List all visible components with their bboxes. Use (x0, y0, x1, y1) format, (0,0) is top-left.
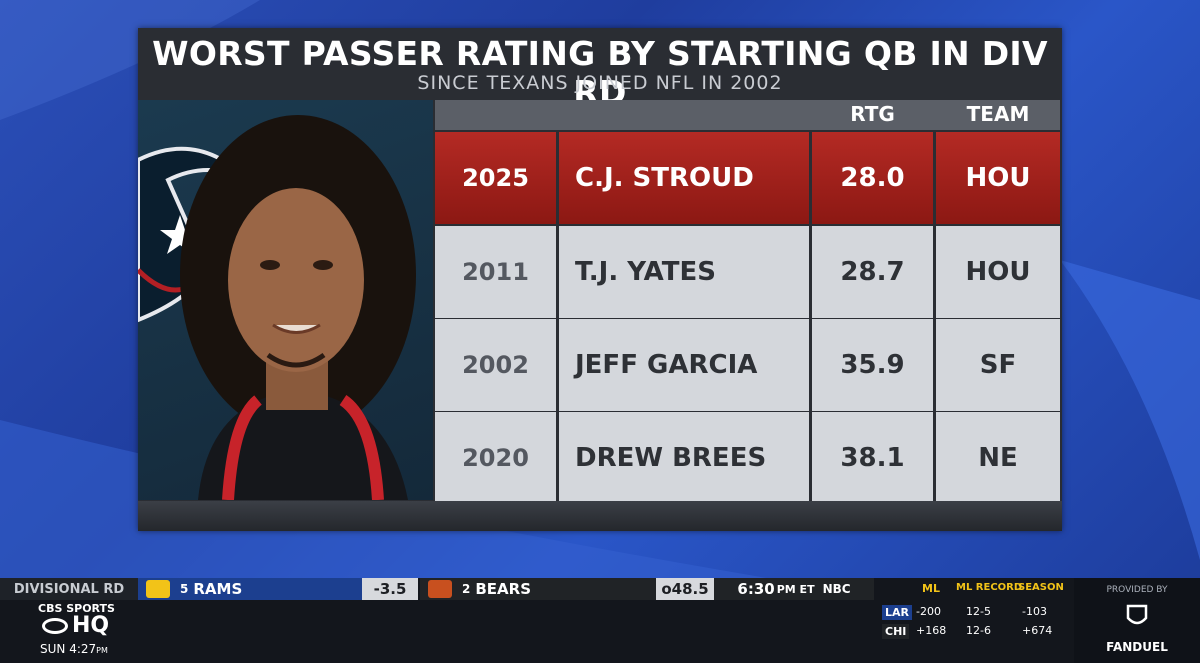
row-rating: 28.0 (812, 132, 933, 224)
odds-team-chi: CHI (882, 624, 910, 639)
row-player: JEFF GARCIA (559, 319, 809, 411)
graphic-subtitle: SINCE TEXANS JOINED NFL IN 2002 (417, 72, 783, 94)
clock-suffix: PM (96, 646, 108, 655)
row-team: NE (936, 412, 1060, 504)
rams-logo-icon (146, 580, 170, 598)
row-rating: 38.1 (812, 412, 933, 504)
graphic-title: WORST PASSER RATING BY STARTING QB IN DI… (152, 34, 1048, 112)
column-header-team: TEAM (966, 102, 1030, 126)
row-year: 2011 (435, 226, 556, 318)
odds-team-lar: LAR (882, 605, 912, 620)
game-network: NBC (822, 582, 851, 596)
row-rating: 35.9 (812, 319, 933, 411)
game-time-suffix: PM ET (776, 582, 815, 596)
score-ticker: DIVISIONAL RD 5 RAMS -3.5 2 BEARS o48.5 … (0, 578, 1200, 663)
table-header: RTG TEAM (435, 100, 1060, 130)
table-row: 2002 JEFF GARCIA 35.9 SF (435, 319, 1060, 411)
ticker-clock: SUN 4:27PM (40, 642, 108, 656)
column-header-rtg: RTG (850, 102, 895, 126)
player-figure (180, 115, 416, 500)
odds-ml-chi: +168 (916, 624, 947, 637)
ticker-team-away: 5 RAMS (138, 578, 362, 600)
ticker-team-home: 2 BEARS (420, 578, 656, 600)
fanduel-shield-icon (1126, 604, 1148, 625)
clock-time: SUN 4:27 (40, 642, 97, 656)
stats-graphic: WORST PASSER RATING BY STARTING QB IN DI… (138, 28, 1062, 531)
odds-header-record: ML RECORD (956, 582, 1023, 593)
odds-record-lar: 12-5 (966, 605, 991, 618)
row-year: 2002 (435, 319, 556, 411)
row-player: C.J. STROUD (559, 132, 809, 224)
brand-line1: CBS SPORTS (38, 602, 115, 615)
provided-by-label: PROVIDED BY (1106, 585, 1168, 595)
row-player: T.J. YATES (559, 226, 809, 318)
away-seed: 5 (180, 582, 189, 596)
row-year: 2025 (435, 132, 556, 224)
odds-header-ml: ML (922, 582, 940, 595)
table-row: 2020 DREW BREES 38.1 NE (435, 412, 1060, 504)
table-row: 2025 C.J. STROUD 28.0 HOU (435, 132, 1060, 224)
ticker-game-time: 6:30 PM ET NBC (714, 578, 874, 600)
ticker-round: DIVISIONAL RD (0, 578, 138, 600)
row-team: SF (936, 319, 1060, 411)
brand-line2: HQ (72, 613, 110, 638)
row-team: HOU (936, 226, 1060, 318)
player-headshot (138, 100, 433, 500)
stats-table: RTG TEAM 2025 C.J. STROUD 28.0 HOU 2011 … (435, 100, 1060, 504)
row-year: 2020 (435, 412, 556, 504)
ticker-spread: -3.5 (362, 578, 418, 600)
graphic-footer-bar (138, 501, 1062, 531)
odds-record-chi: 12-6 (966, 624, 991, 637)
odds-header-season: SEASON (1018, 582, 1064, 593)
game-time: 6:30 (737, 580, 775, 598)
odds-season-lar: -103 (1022, 605, 1047, 618)
home-name: BEARS (475, 580, 532, 598)
ticker-over-under: o48.5 (656, 578, 714, 600)
odds-table: ML ML RECORD SEASON LAR -200 12-5 -103 C… (874, 578, 1074, 663)
row-team: HOU (936, 132, 1060, 224)
cbs-eye-icon (42, 618, 68, 634)
cbs-sports-hq-logo: CBS SPORTS HQ SUN 4:27PM (0, 600, 138, 663)
row-player: DREW BREES (559, 412, 809, 504)
odds-ml-lar: -200 (916, 605, 941, 618)
table-row: 2011 T.J. YATES 28.7 HOU (435, 226, 1060, 318)
fanduel-sponsor: PROVIDED BY FANDUEL (1074, 578, 1200, 663)
odds-season-chi: +674 (1022, 624, 1053, 637)
row-rating: 28.7 (812, 226, 933, 318)
bears-logo-icon (428, 580, 452, 598)
sponsor-name: FANDUEL (1106, 640, 1168, 654)
away-name: RAMS (193, 580, 243, 598)
home-seed: 2 (462, 582, 471, 596)
